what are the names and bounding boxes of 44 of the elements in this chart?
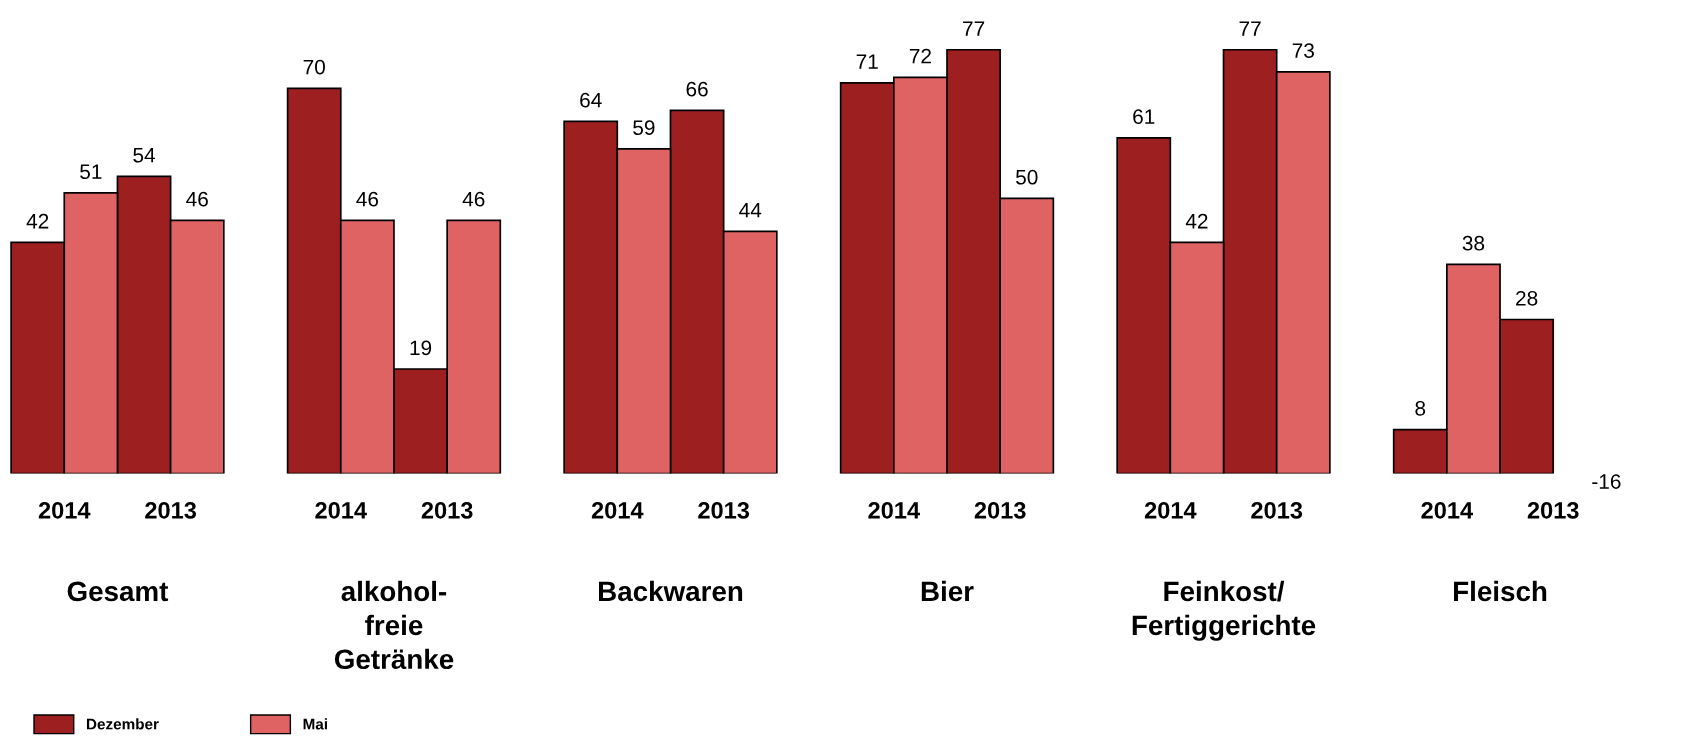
data-label: 71 (856, 54, 878, 69)
text: Fleisch (1454, 580, 1547, 602)
data-label: 46 (462, 191, 485, 207)
x-tick-label: 2013 (698, 502, 750, 519)
data-label: 64 (580, 92, 602, 108)
data-label: 66 (686, 81, 708, 97)
x-tick-label: 2014 (1421, 502, 1473, 519)
data-label: 46 (186, 191, 208, 207)
text: Feinkost/ Fertiggerichte (1132, 580, 1316, 641)
data-label: 59 (633, 120, 655, 136)
x-tick-label: 2014 (38, 502, 91, 519)
data-label: 54 (133, 148, 156, 163)
text: Bier (921, 580, 974, 602)
x-tick-label: 2013 (974, 502, 1026, 519)
text: Backwaren (599, 580, 743, 602)
x-tick-label: 2013 (145, 502, 197, 519)
data-label: 28 (1516, 290, 1538, 306)
text: alkohol- freie Getränke (334, 580, 454, 670)
text: Gesamt (67, 581, 169, 602)
data-label: 44 (739, 203, 762, 218)
legend-label: Mai (303, 718, 327, 730)
data-label: 61 (1133, 109, 1155, 125)
x-tick-label: 2013 (1527, 502, 1579, 519)
x-tick-label: 2013 (421, 502, 473, 519)
data-label: 51 (80, 164, 102, 180)
data-label: 77 (1239, 21, 1261, 36)
data-label: 50 (1016, 169, 1038, 185)
x-tick-label: 2013 (1251, 502, 1303, 519)
x-tick-label: 2014 (591, 502, 644, 519)
x-tick-label: 2014 (315, 502, 367, 519)
legend-label: Dezember (86, 718, 159, 730)
data-label: 42 (1185, 213, 1208, 229)
x-tick-label: 2014 (1144, 502, 1197, 519)
text: -16 (1592, 474, 1621, 489)
data-label: 19 (410, 340, 432, 356)
data-label: 38 (1462, 235, 1485, 251)
data-label: 72 (909, 48, 931, 64)
data-label: 77 (963, 21, 985, 36)
data-label: 8 (1415, 400, 1426, 416)
x-tick-label: 2014 (868, 502, 920, 519)
data-label: 73 (1292, 43, 1314, 58)
data-label: 70 (303, 59, 325, 75)
data-label: 46 (356, 191, 379, 207)
data-label: 42 (26, 213, 49, 229)
